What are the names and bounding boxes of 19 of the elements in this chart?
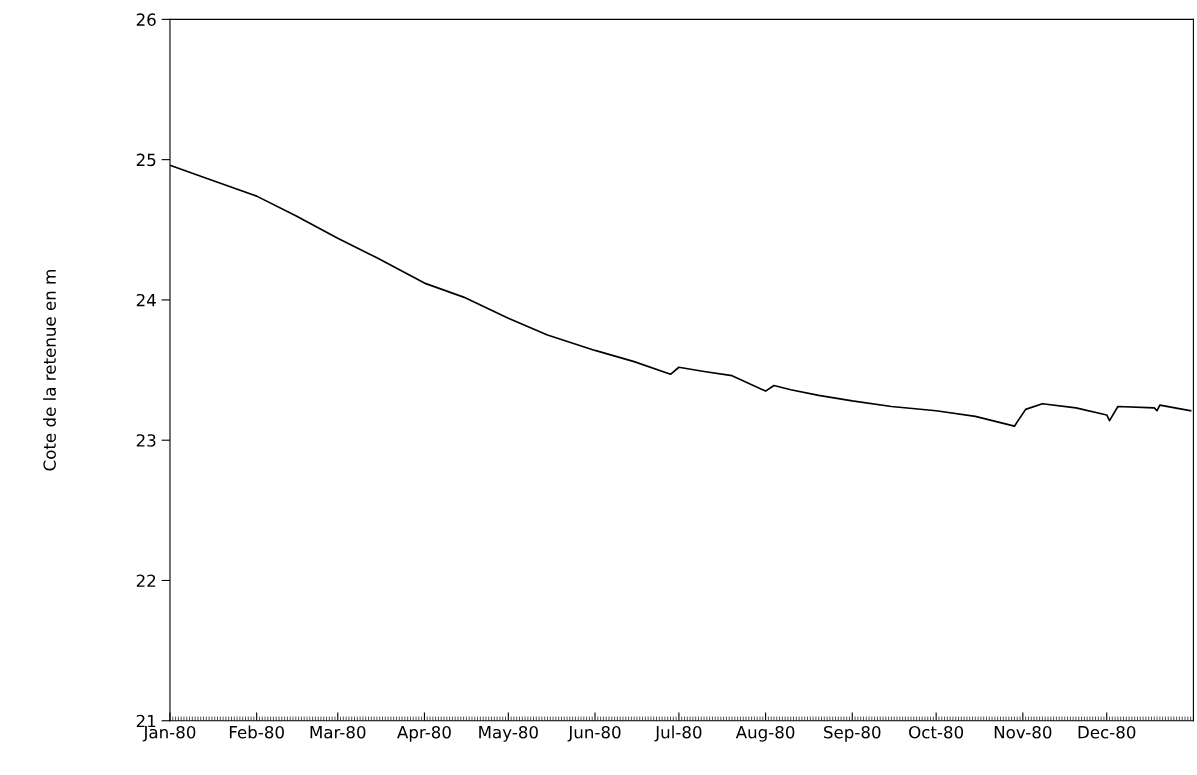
y-tick-label: 25 <box>136 153 156 167</box>
y-axis-title: Cote de la retenue en m <box>43 270 56 471</box>
y-tick-label: 23 <box>136 434 156 447</box>
x-tick-label: Nov-80 <box>994 725 1052 739</box>
y-tick-label: 26 <box>136 13 156 26</box>
x-tick-label: Mar-80 <box>310 725 366 739</box>
x-tick-label: May-80 <box>479 725 538 742</box>
x-tick-label: Jul-80 <box>654 725 702 742</box>
x-tick-label: Sep-80 <box>824 725 881 742</box>
x-tick-label: Oct-80 <box>909 725 964 739</box>
x-tick-label: Apr-80 <box>397 725 451 742</box>
y-tick-label: 21 <box>136 714 156 728</box>
y-tick-label: 24 <box>136 293 156 307</box>
x-tick-label: Dec-80 <box>1078 725 1136 739</box>
y-tick-label: 22 <box>136 574 156 587</box>
x-tick-label: Aug-80 <box>735 725 795 742</box>
x-tick-label: Feb-80 <box>229 725 284 739</box>
x-tick-label: Jan-80 <box>142 725 196 742</box>
x-tick-label: Jun-80 <box>567 725 621 742</box>
